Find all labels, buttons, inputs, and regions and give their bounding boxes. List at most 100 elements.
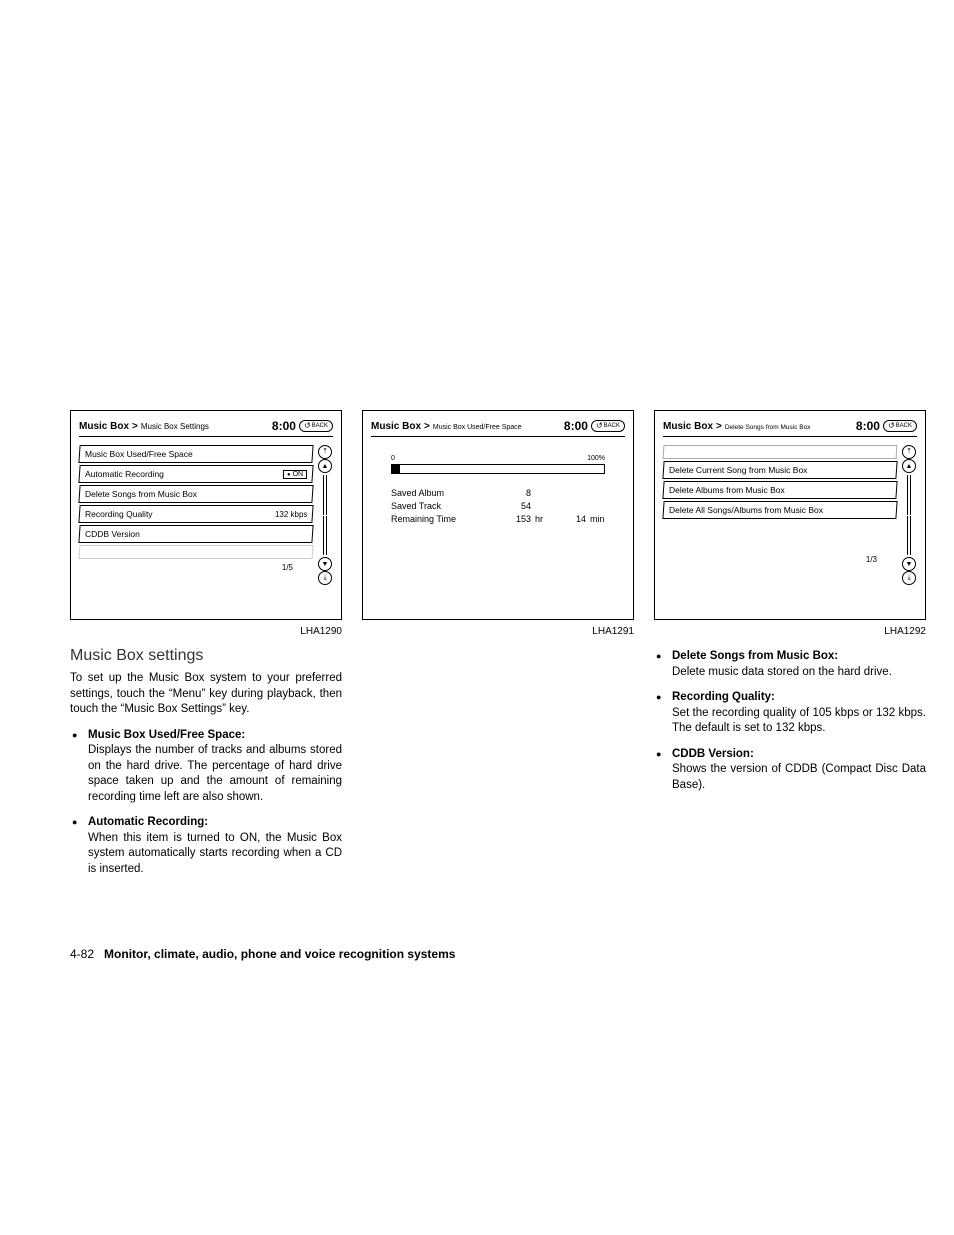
menu-item-label: Delete Current Song from Music Box [669,465,807,475]
bullet-item: CDDB Version: Shows the version of CDDB … [654,747,926,794]
progress-area: 0 100% Saved Album 8 Saved Track 54 Rema… [371,445,625,537]
menu-item-label: Delete All Songs/Albums from Music Box [669,505,823,515]
menu-item-recording-quality[interactable]: Recording Quality 132 kbps [78,505,313,523]
back-button[interactable]: BACK [299,420,333,432]
menu-item-cddb-version[interactable]: CDDB Version [78,525,313,543]
list-counter: 1/5 [79,563,313,572]
scrollbar[interactable] [323,475,327,555]
breadcrumb: Music Box > Music Box Used/Free Space [371,421,522,432]
info-value: 153 [481,514,531,524]
breadcrumb-main: Music Box [663,421,713,432]
column-2: Music Box > Music Box Used/Free Space 8:… [362,410,634,637]
info-label: Saved Album [391,488,481,498]
bullet-body: Delete music data stored on the hard dri… [672,666,892,678]
menu-item-label: Recording Quality [85,509,153,519]
bullet-title: Recording Quality: [672,691,775,703]
back-button[interactable]: BACK [591,420,625,432]
scroll-up-icon[interactable]: ▲ [318,459,332,473]
menu-item-label: Automatic Recording [85,469,164,479]
progress-bar-fill [392,465,400,473]
section-title: Music Box settings [70,647,342,665]
menu-item-label: CDDB Version [85,529,140,539]
footer-title: Monitor, climate, audio, phone and voice… [104,947,455,961]
menu-item-delete-songs[interactable]: Delete Songs from Music Box [78,485,313,503]
screen-used-free-space: Music Box > Music Box Used/Free Space 8:… [362,410,634,620]
info-value: 54 [481,501,531,511]
spacer [663,537,898,551]
column-3: Music Box > Delete Songs from Music Box … [654,410,926,803]
menu-item-empty [79,545,314,559]
menu-item-empty [663,445,898,459]
info-row-saved-album: Saved Album 8 [391,488,605,498]
bullet-body: Shows the version of CDDB (Compact Disc … [672,763,926,791]
menu-item-label: Delete Albums from Music Box [669,485,785,495]
figure-label: LHA1290 [70,626,342,637]
back-button[interactable]: BACK [883,420,917,432]
breadcrumb: Music Box > Delete Songs from Music Box [663,421,810,432]
bullet-body: Set the recording quality of 105 kbps or… [672,707,926,735]
page: Music Box > Music Box Settings 8:00 BACK… [0,0,954,927]
figure-label: LHA1292 [654,626,926,637]
progress-scale: 0 100% [391,455,605,462]
column-1: Music Box > Music Box Settings 8:00 BACK… [70,410,342,887]
menu-item-label: Delete Songs from Music Box [85,489,197,499]
breadcrumb-sub: Music Box Settings [141,422,209,431]
header-right: 8:00 BACK [856,419,917,433]
screen-header: Music Box > Delete Songs from Music Box … [663,419,917,437]
scrollbar[interactable] [907,475,911,555]
bullet-item: Automatic Recording: When this item is t… [70,815,342,877]
bullet-title: CDDB Version: [672,748,754,760]
scroll-down-icon[interactable]: ▼ [318,557,332,571]
menu-item-label: Music Box Used/Free Space [85,449,193,459]
menu-item-delete-all[interactable]: Delete All Songs/Albums from Music Box [662,501,897,519]
menu-item-value: 132 kbps [275,510,307,519]
bullet-body: When this item is turned to ON, the Musi… [88,832,342,875]
bullet-item: Music Box Used/Free Space: Displays the … [70,728,342,806]
scroll-bottom-icon[interactable]: ⤓ [318,571,332,585]
scale-max: 100% [587,455,605,462]
screen-settings: Music Box > Music Box Settings 8:00 BACK… [70,410,342,620]
on-badge: ON [283,470,307,479]
breadcrumb-sep: > [132,421,138,432]
screen-header: Music Box > Music Box Used/Free Space 8:… [371,419,625,437]
menu-item-delete-current-song[interactable]: Delete Current Song from Music Box [662,461,897,479]
bullet-title: Delete Songs from Music Box: [672,650,838,662]
scroll-bottom-icon[interactable]: ⤓ [902,571,916,585]
screen-delete-songs: Music Box > Delete Songs from Music Box … [654,410,926,620]
spacer [663,521,898,535]
bullet-body: Displays the number of tracks and albums… [88,744,342,803]
clock: 8:00 [856,419,880,433]
breadcrumb-sub: Delete Songs from Music Box [725,424,811,431]
breadcrumb-sep: > [716,421,722,432]
intro-paragraph: To set up the Music Box system to your p… [70,671,342,718]
menu-item-delete-albums[interactable]: Delete Albums from Music Box [662,481,897,499]
bullet-item: Recording Quality: Set the recording qua… [654,690,926,737]
info-label: Remaining Time [391,514,481,524]
menu-item-auto-recording[interactable]: Automatic Recording ON [78,465,313,483]
bullet-item: Delete Songs from Music Box: Delete musi… [654,649,926,680]
info-row-saved-track: Saved Track 54 [391,501,605,511]
list-counter: 1/3 [663,555,897,564]
page-number: 4-82 [70,947,94,961]
menu-item-used-free-space[interactable]: Music Box Used/Free Space [78,445,313,463]
figure-label: LHA1291 [362,626,634,637]
scroll-controls: ⤒ ▲ ▼ ⤓ [901,445,917,585]
breadcrumb-main: Music Box [371,421,421,432]
scale-min: 0 [391,455,395,462]
info-label: Saved Track [391,501,481,511]
scroll-top-icon[interactable]: ⤒ [902,445,916,459]
scroll-top-icon[interactable]: ⤒ [318,445,332,459]
info-unit: min [586,514,605,524]
scroll-up-icon[interactable]: ▲ [902,459,916,473]
breadcrumb: Music Box > Music Box Settings [79,421,209,432]
info-row-remaining-time: Remaining Time 153 hr 14 min [391,514,605,524]
bullet-list: Music Box Used/Free Space: Displays the … [70,728,342,878]
header-right: 8:00 BACK [272,419,333,433]
progress-bar [391,464,605,474]
breadcrumb-main: Music Box [79,421,129,432]
clock: 8:00 [272,419,296,433]
info-unit: hr [531,514,556,524]
info-value: 8 [481,488,531,498]
page-footer: 4-82 Monitor, climate, audio, phone and … [0,927,954,1001]
scroll-down-icon[interactable]: ▼ [902,557,916,571]
